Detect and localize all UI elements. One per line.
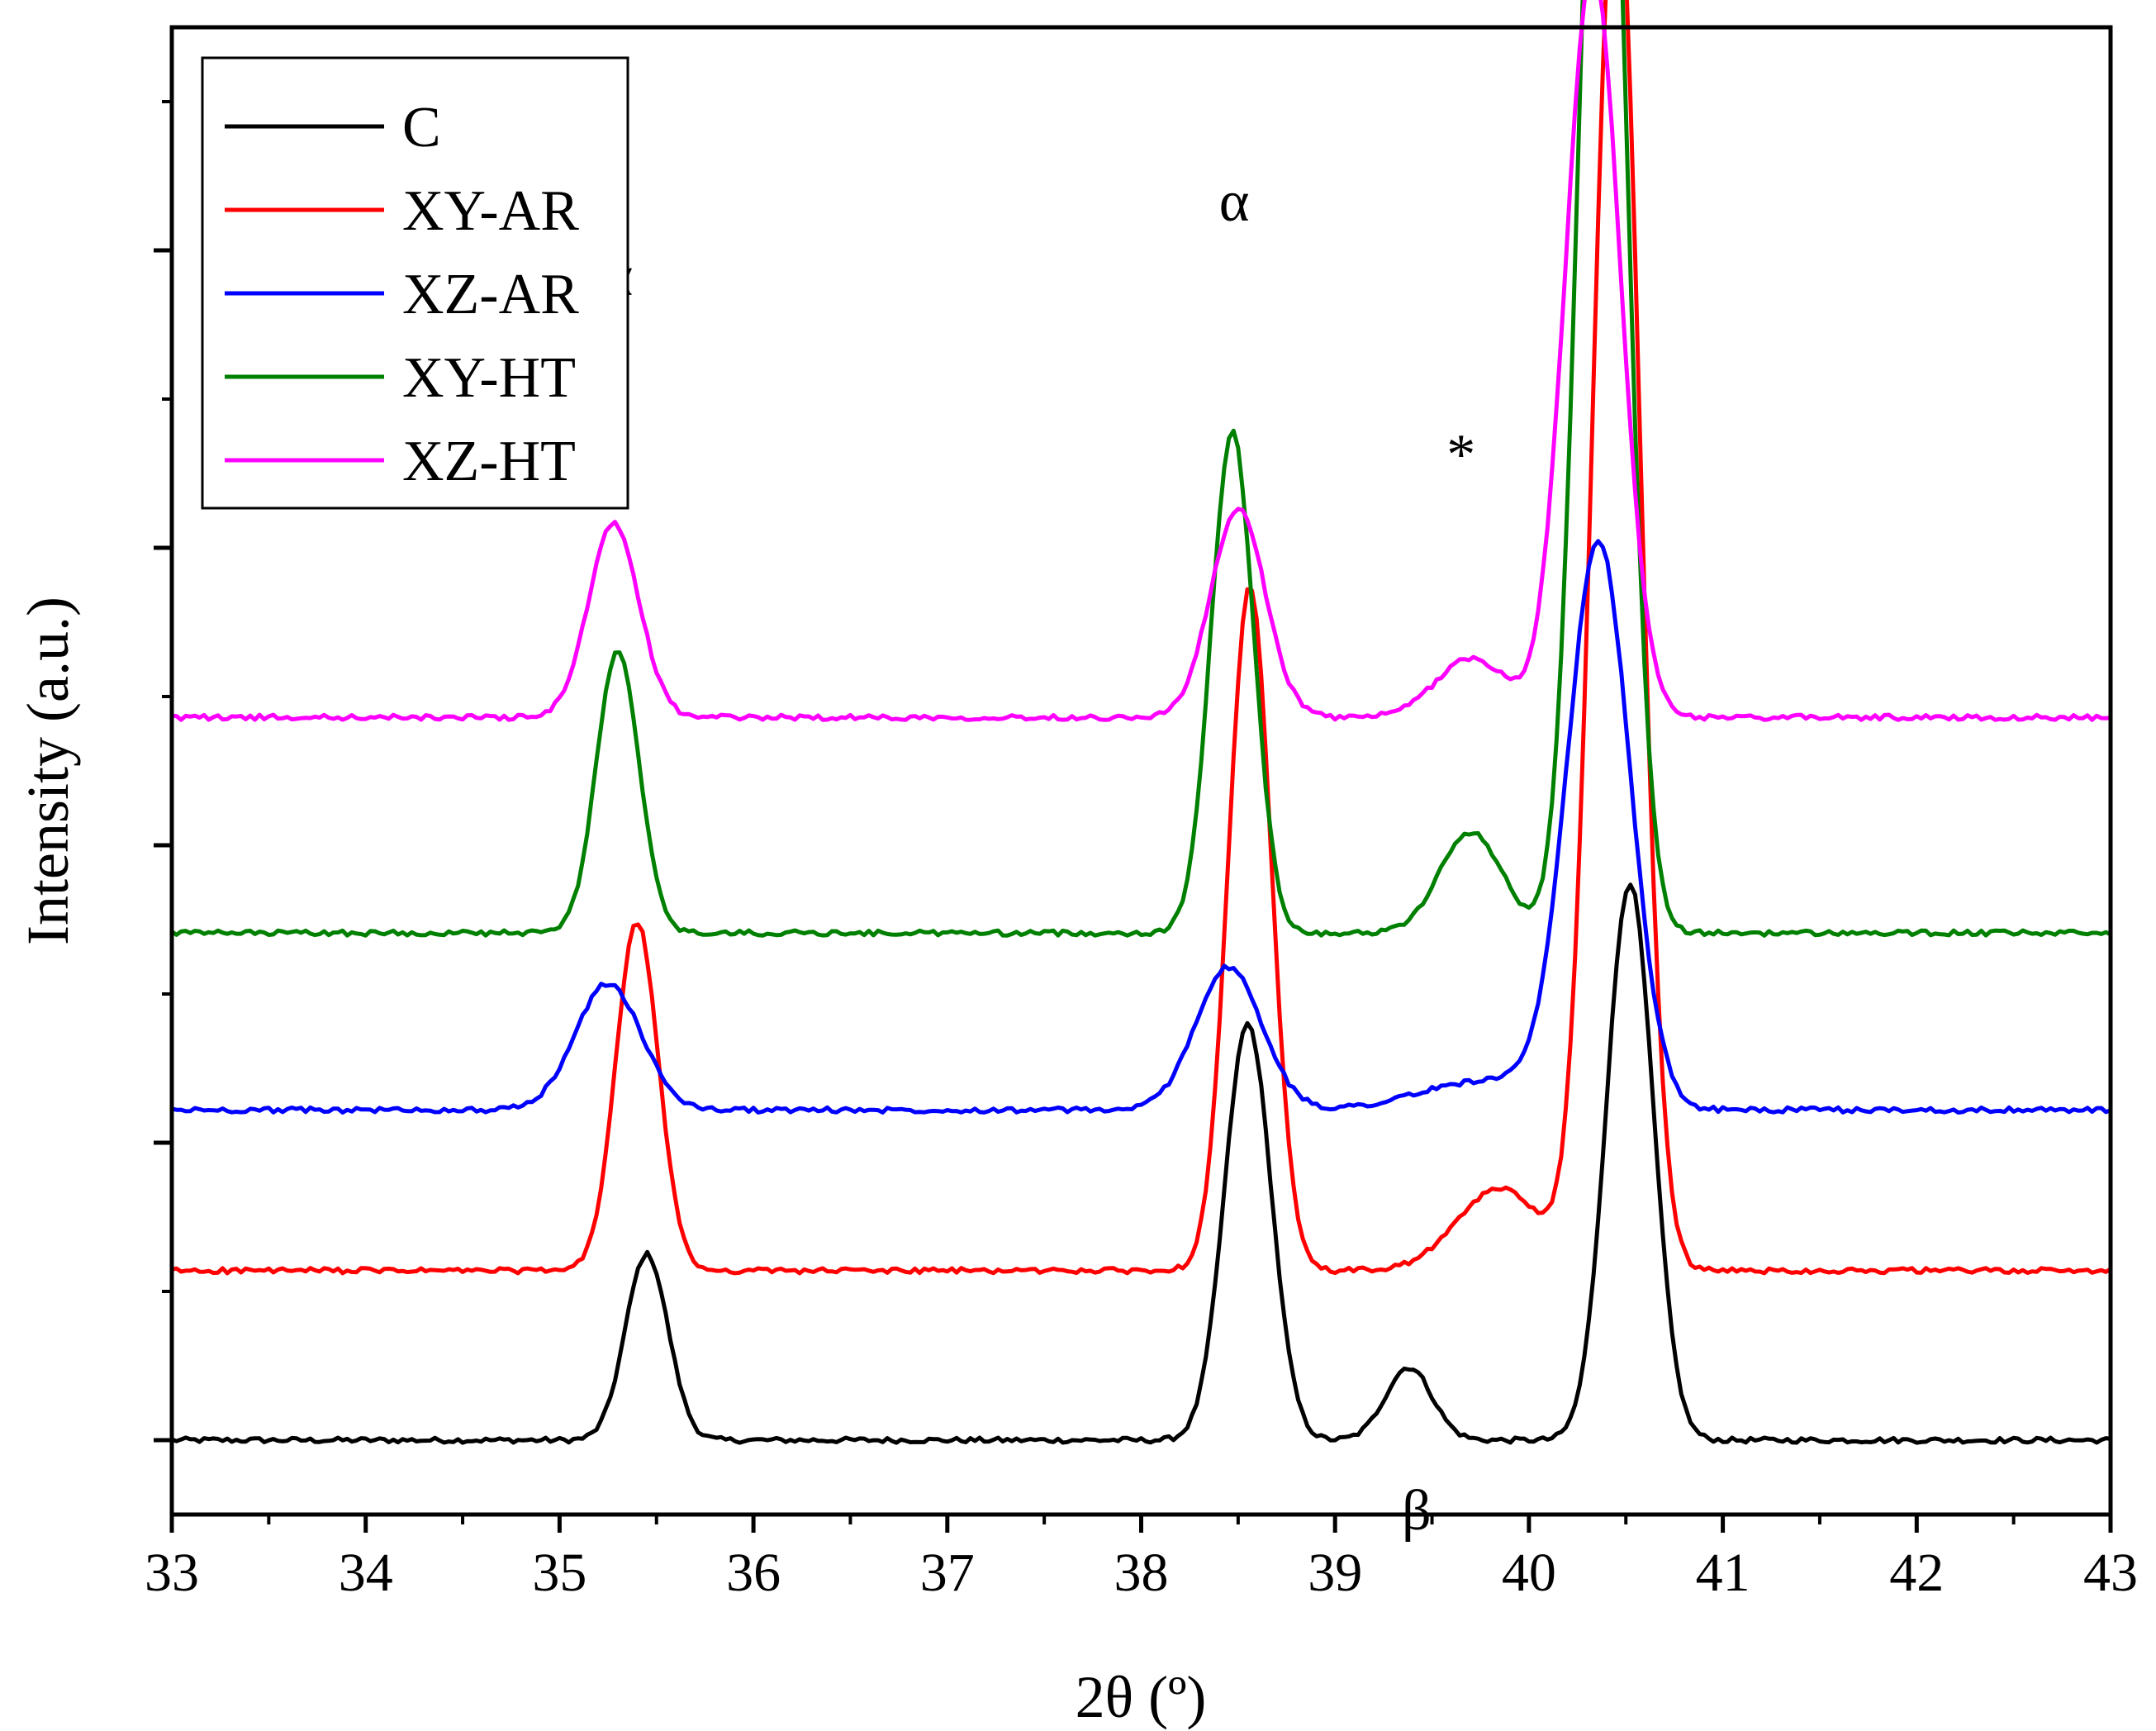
legend-label-xy-ht: XY-HT xyxy=(402,346,576,410)
peak-annotation: β xyxy=(1402,1479,1432,1543)
series-line-xy-ht xyxy=(169,0,2113,938)
x-tick-label: 42 xyxy=(1889,1543,1944,1603)
x-tick-label: 39 xyxy=(1308,1543,1362,1603)
legend-label-xz-ht: XZ-HT xyxy=(402,430,576,493)
x-tick-label: 40 xyxy=(1502,1543,1556,1603)
x-tick-label: 36 xyxy=(726,1543,781,1603)
legend-label-c: C xyxy=(402,96,441,159)
legend-label-xy-ar: XY-AR xyxy=(402,179,579,243)
series-line-xz-ar xyxy=(169,539,2113,1115)
x-tick-label: 37 xyxy=(920,1543,975,1603)
legend: C XY-AR XZ-AR XY-HT XZ-HT xyxy=(201,56,629,510)
x-tick-label: 41 xyxy=(1696,1543,1750,1603)
data-traces xyxy=(169,0,2113,1445)
x-tick-label: 35 xyxy=(532,1543,586,1603)
series-line-xy-ar xyxy=(169,0,2113,1276)
x-axis-ticks: 33 34 35 36 37 38 39 40 41 42 43 xyxy=(145,1515,2138,1603)
x-tick-label: 34 xyxy=(339,1543,393,1603)
series-line-c xyxy=(169,882,2113,1445)
x-tick-label: 43 xyxy=(2083,1543,2138,1603)
x-axis-title: 2θ (º) xyxy=(1076,1664,1207,1730)
peak-annotation: α xyxy=(1219,170,1250,234)
x-tick-label: 33 xyxy=(145,1543,199,1603)
peak-annotation: * xyxy=(1446,423,1475,487)
legend-box xyxy=(201,56,629,510)
x-tick-label: 38 xyxy=(1114,1543,1169,1603)
legend-label-xz-ar: XZ-AR xyxy=(402,263,579,326)
y-axis-ticks xyxy=(154,100,172,1443)
series-line-xz-ht xyxy=(169,0,2113,722)
y-axis-title: Intensity (a.u.) xyxy=(15,597,81,945)
